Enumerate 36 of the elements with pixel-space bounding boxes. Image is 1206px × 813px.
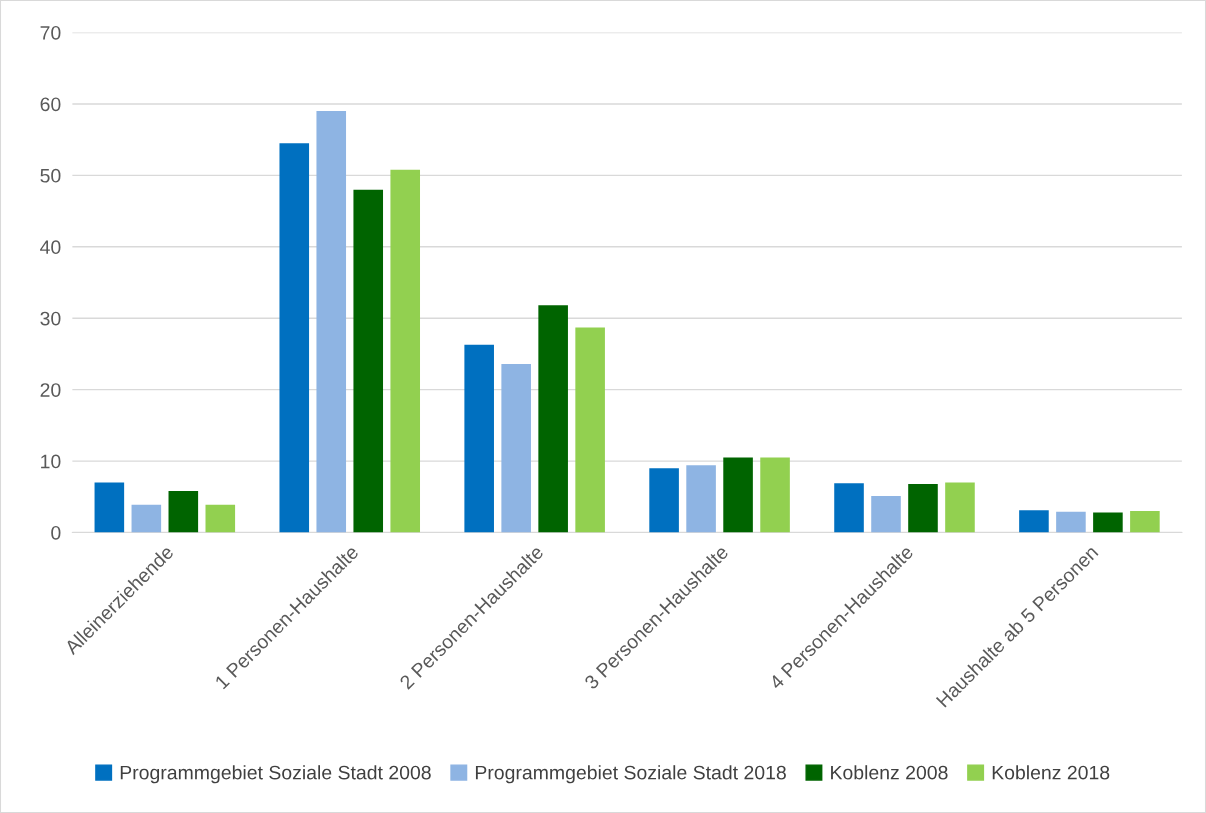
bar xyxy=(316,111,347,533)
bar xyxy=(723,457,753,533)
bar xyxy=(131,504,162,533)
bar xyxy=(834,483,864,533)
bar xyxy=(464,344,494,533)
y-tick-label: 0 xyxy=(51,525,61,540)
legend-label: Koblenz 2018 xyxy=(992,765,1110,780)
bar xyxy=(649,468,679,533)
bar xyxy=(94,482,125,533)
bar xyxy=(945,482,975,533)
y-tick-label: 50 xyxy=(40,168,61,183)
bar xyxy=(538,305,568,533)
bar xyxy=(1056,511,1086,533)
bar xyxy=(353,189,384,533)
bar xyxy=(575,327,605,533)
bar xyxy=(390,169,421,533)
y-tick-label: 40 xyxy=(40,240,61,255)
bar xyxy=(501,363,531,533)
bar xyxy=(168,491,199,533)
y-tick-label: 30 xyxy=(40,311,61,326)
bar xyxy=(686,465,716,533)
legend-label: Programmgebiet Soziale Stadt 2018 xyxy=(475,765,786,784)
bar xyxy=(1093,512,1123,533)
y-tick-label: 70 xyxy=(40,25,61,40)
bar xyxy=(205,504,236,533)
bar xyxy=(908,483,938,533)
bar xyxy=(1019,510,1049,533)
y-tick-label: 60 xyxy=(40,97,61,112)
bar xyxy=(760,457,790,533)
bar xyxy=(279,143,310,533)
bar xyxy=(871,496,901,533)
legend-label: Koblenz 2008 xyxy=(831,765,948,780)
bar xyxy=(1130,511,1160,533)
y-tick-label: 20 xyxy=(40,383,61,397)
legend-label: Programmgebiet Soziale Stadt 2008 xyxy=(120,765,431,784)
y-tick-label: 10 xyxy=(41,454,61,469)
